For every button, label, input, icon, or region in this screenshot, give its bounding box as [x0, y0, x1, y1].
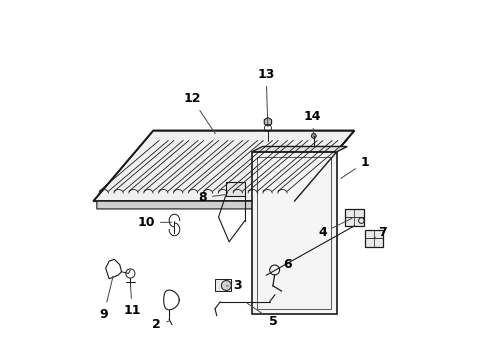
Polygon shape: [264, 118, 271, 126]
Polygon shape: [252, 152, 337, 314]
Text: 9: 9: [99, 276, 113, 320]
Polygon shape: [93, 131, 354, 201]
Bar: [365, 230, 383, 247]
Text: 11: 11: [123, 285, 141, 317]
Text: 5: 5: [247, 303, 278, 328]
Text: 2: 2: [152, 318, 169, 331]
Text: 14: 14: [303, 110, 321, 133]
Text: 4: 4: [318, 218, 352, 239]
Polygon shape: [97, 201, 298, 209]
Text: 8: 8: [198, 191, 226, 204]
Text: 1: 1: [341, 156, 369, 179]
Bar: [225, 183, 245, 196]
Text: 10: 10: [138, 216, 172, 229]
Text: 7: 7: [374, 226, 387, 239]
Polygon shape: [252, 147, 347, 152]
Circle shape: [221, 280, 231, 291]
Text: 12: 12: [183, 93, 215, 134]
Text: 13: 13: [257, 68, 275, 126]
Text: 6: 6: [277, 258, 292, 271]
Circle shape: [311, 134, 316, 138]
Text: 3: 3: [226, 279, 242, 292]
Bar: [345, 208, 364, 225]
Bar: [215, 279, 231, 291]
